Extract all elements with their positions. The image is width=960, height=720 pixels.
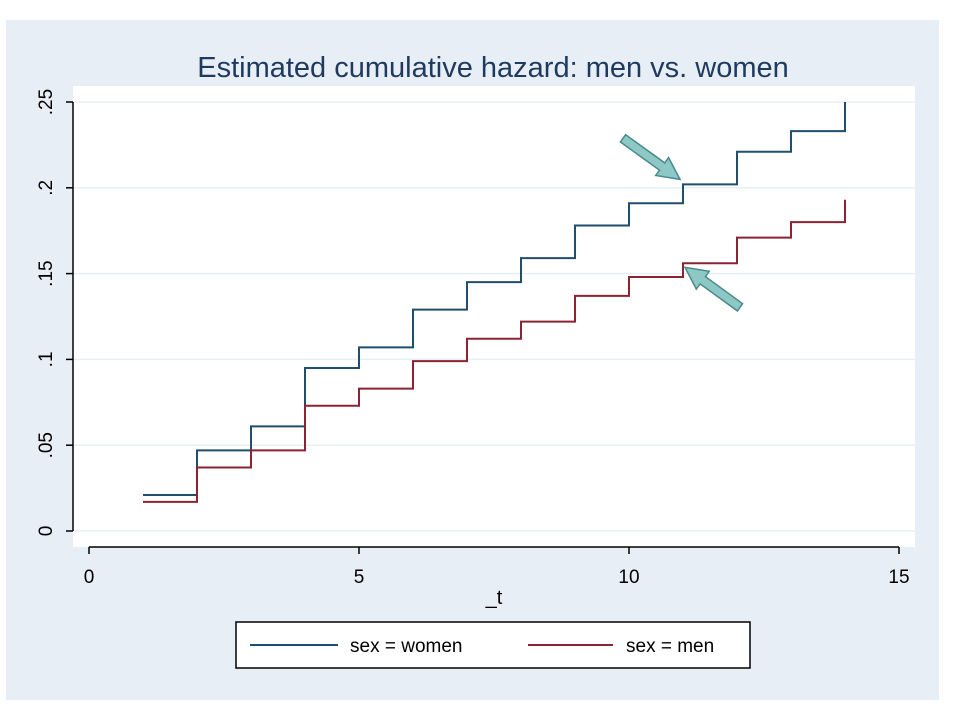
series-line-1 [143, 199, 846, 503]
x-tick-label-3: 15 [888, 567, 909, 588]
series-line-0 [143, 102, 846, 496]
x-tick-label-0: 0 [84, 567, 95, 588]
y-tick-label-0: 0 [36, 526, 57, 537]
legend: sex = women sex = men [235, 621, 751, 669]
y-tick-label-2: .1 [36, 351, 57, 367]
legend-label-men: sex = men [626, 636, 714, 657]
y-tick-label-3: .15 [36, 260, 57, 286]
y-tick-label-5: .25 [36, 89, 57, 115]
series-1 [142, 199, 846, 503]
chart-title: Estimated cumulative hazard: men vs. wom… [197, 52, 789, 84]
series-lines [142, 101, 846, 503]
y-tick-label-4: .2 [36, 180, 57, 196]
series-0 [142, 101, 846, 496]
legend-label-women: sex = women [350, 636, 462, 657]
x-axis-label: _t [485, 587, 503, 609]
x-tick-label-2: 10 [618, 567, 639, 588]
annotations [619, 133, 744, 312]
plot-area [73, 86, 915, 547]
x-tick-label-1: 5 [354, 567, 365, 588]
arrow-women [619, 133, 682, 181]
y-tick-label-1: .05 [36, 432, 57, 458]
axes: 0 .05 .1 .15 .2 .25 0 5 10 15 [36, 89, 910, 588]
grid-lines [73, 101, 915, 532]
arrow-men [683, 266, 744, 312]
